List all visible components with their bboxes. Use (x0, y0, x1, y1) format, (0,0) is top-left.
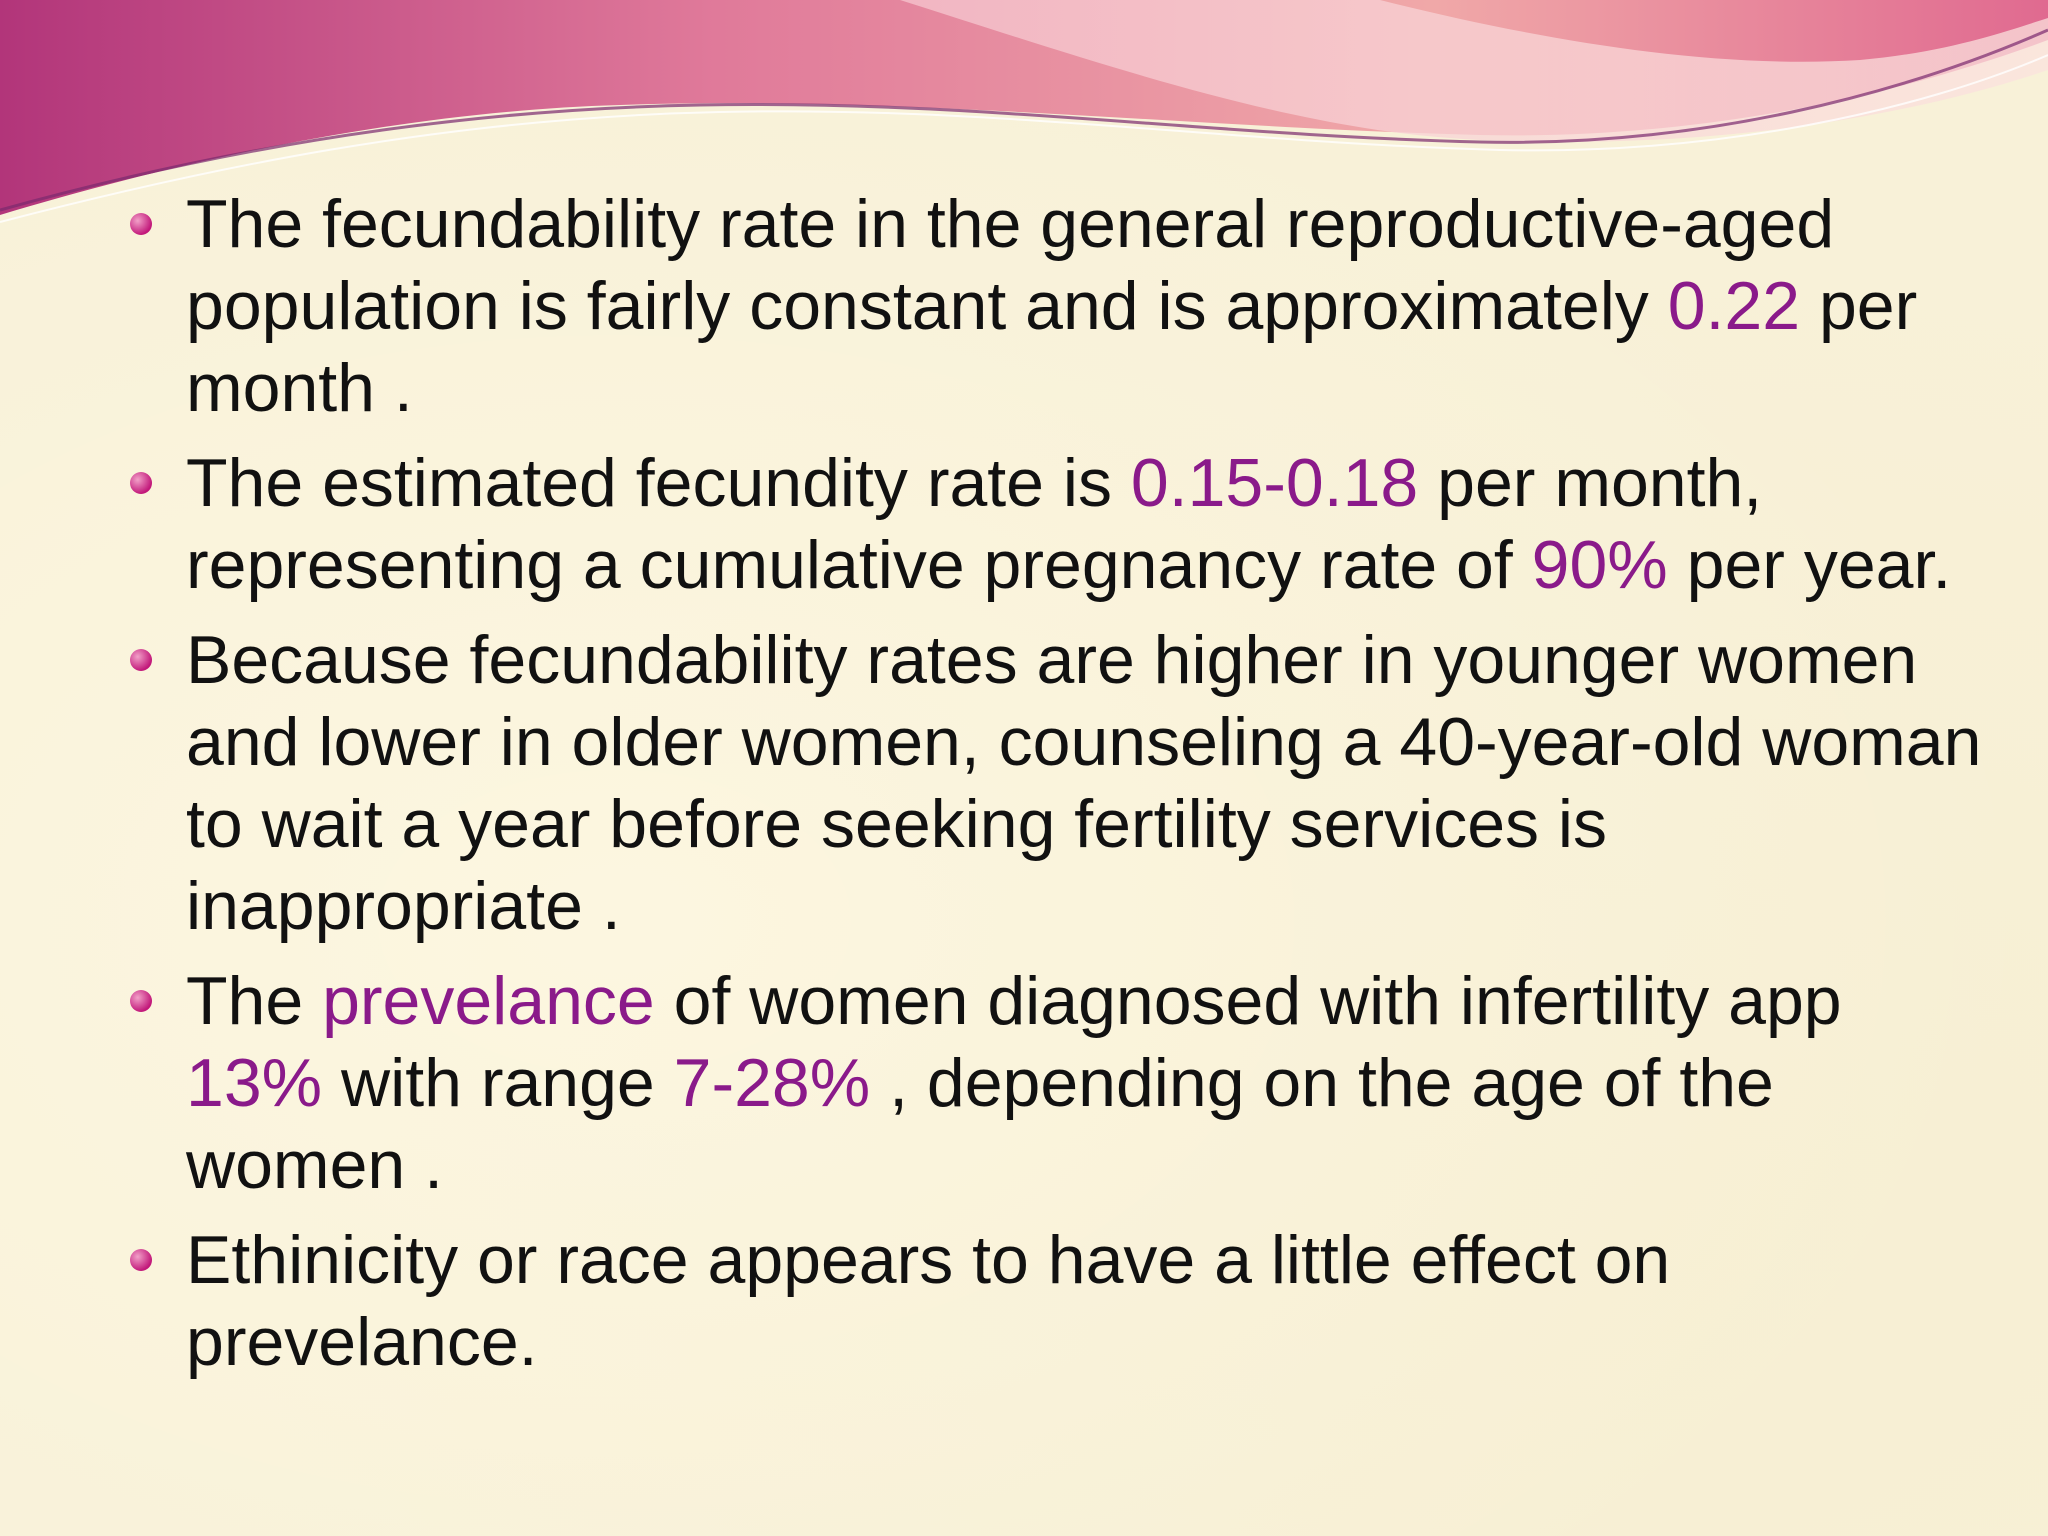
bullet-text: with range (322, 1045, 674, 1121)
bullet-text: per month . (186, 268, 1918, 426)
bullet-text: of women diagnosed with infertility app (654, 963, 1842, 1039)
bullet-text: , depending on the age of the women . (186, 1045, 1774, 1203)
bullet-text: per month, representing a cumulative pre… (186, 445, 1763, 603)
bullet-dot-icon (130, 213, 152, 235)
bullet-item: Ethinicity or race appears to have a lit… (130, 1219, 1990, 1383)
highlight-value: 0.15-0.18 (1130, 445, 1419, 521)
highlight-value: 90% (1531, 527, 1668, 603)
bullet-text: Ethinicity or race appears to have a lit… (186, 1222, 1671, 1380)
bullet-text: The fecundability rate in the general re… (186, 186, 1835, 344)
bullet-dot-icon (130, 649, 152, 671)
bullet-dot-icon (130, 472, 152, 494)
bullet-text: Because fecundability rates are higher i… (186, 622, 1982, 944)
bullet-dot-icon (130, 990, 152, 1012)
highlight-value: 0.22 (1667, 268, 1801, 344)
bullet-text: The (186, 963, 323, 1039)
bullet-item: The estimated fecundity rate is 0.15-0.1… (130, 442, 1990, 606)
header-wave-decoration (0, 0, 2048, 223)
highlight-term: prevelance (322, 963, 655, 1039)
bullet-item: The prevelance of women diagnosed with i… (130, 960, 1990, 1206)
bullet-item: The fecundability rate in the general re… (130, 183, 1990, 429)
highlight-value: 13% (186, 1045, 323, 1121)
bullet-item: Because fecundability rates are higher i… (130, 619, 1990, 947)
slide-content: The fecundability rate in the general re… (130, 183, 1990, 1396)
bullet-dot-icon (130, 1249, 152, 1271)
bullet-list: The fecundability rate in the general re… (130, 183, 1990, 1383)
bullet-text: The estimated fecundity rate is (186, 445, 1131, 521)
bullet-text: per year. (1667, 527, 1952, 603)
highlight-value: 7-28% (673, 1045, 871, 1121)
